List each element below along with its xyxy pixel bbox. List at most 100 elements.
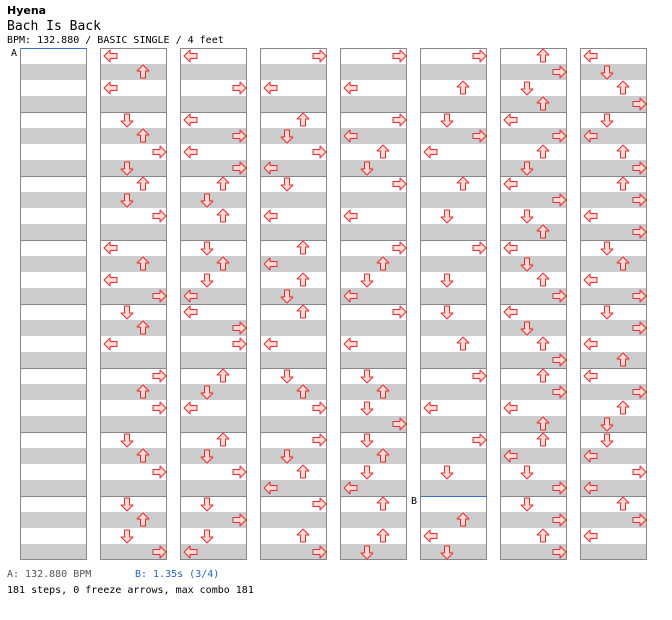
down-arrow-icon: [600, 113, 614, 128]
beat-stripe: [501, 64, 566, 80]
measure-line: [181, 304, 246, 305]
measure-line: [581, 432, 646, 433]
beat-stripe: [501, 96, 566, 112]
beat-stripe: [501, 480, 566, 496]
bpm-legend: A: 132.880 BPM: [7, 569, 92, 580]
beat-stripe: [101, 416, 166, 432]
beat-stripe: [421, 448, 486, 464]
beat-stripe: [101, 384, 166, 400]
beat-stripe: [581, 256, 646, 272]
left-arrow-icon: [343, 209, 358, 223]
beat-stripe: [21, 160, 86, 176]
measure-line: [101, 176, 166, 177]
measure-line: [181, 368, 246, 369]
beat-stripe: [341, 256, 406, 272]
beat-stripe: [421, 96, 486, 112]
beat-stripe: [21, 352, 86, 368]
left-arrow-icon: [343, 337, 358, 351]
beat-stripe: [181, 224, 246, 240]
beat-stripe: [581, 96, 646, 112]
measure-line: [261, 432, 326, 433]
down-arrow-icon: [280, 449, 294, 464]
measure-line: [581, 496, 646, 497]
beat-stripe: [261, 128, 326, 144]
right-arrow-icon: [232, 465, 247, 479]
down-arrow-icon: [280, 369, 294, 384]
up-arrow-icon: [616, 256, 630, 271]
up-arrow-icon: [536, 368, 550, 383]
down-arrow-icon: [200, 385, 214, 400]
beat-stripe: [101, 352, 166, 368]
up-arrow-icon: [376, 448, 390, 463]
right-arrow-icon: [552, 193, 567, 207]
beat-stripe: [101, 224, 166, 240]
measure-line: [261, 48, 326, 49]
up-arrow-icon: [296, 464, 310, 479]
beat-stripe: [341, 224, 406, 240]
down-arrow-icon: [200, 241, 214, 256]
up-arrow-icon: [456, 336, 470, 351]
up-arrow-icon: [296, 304, 310, 319]
down-arrow-icon: [120, 433, 134, 448]
measure-line: [501, 368, 566, 369]
left-arrow-icon: [583, 529, 598, 543]
left-arrow-icon: [583, 209, 598, 223]
beat-stripe: [341, 480, 406, 496]
right-arrow-icon: [312, 401, 327, 415]
right-arrow-icon: [232, 513, 247, 527]
left-arrow-icon: [343, 129, 358, 143]
beat-stripe: [501, 384, 566, 400]
down-arrow-icon: [520, 257, 534, 272]
beat-stripe: [421, 416, 486, 432]
chart-column: [100, 48, 167, 560]
beat-stripe: [341, 544, 406, 560]
measure-line: [21, 112, 86, 113]
left-arrow-icon: [103, 337, 118, 351]
measure-line: [101, 432, 166, 433]
right-arrow-icon: [632, 193, 647, 207]
up-arrow-icon: [296, 528, 310, 543]
down-arrow-icon: [440, 113, 454, 128]
down-arrow-icon: [440, 209, 454, 224]
beat-stripe: [341, 448, 406, 464]
chart-stats: 181 steps, 0 freeze arrows, max combo 18…: [7, 585, 254, 596]
up-arrow-icon: [216, 176, 230, 191]
up-arrow-icon: [136, 128, 150, 143]
down-arrow-icon: [520, 321, 534, 336]
left-arrow-icon: [343, 81, 358, 95]
measure-line: [181, 432, 246, 433]
up-arrow-icon: [136, 448, 150, 463]
down-arrow-icon: [200, 449, 214, 464]
measure-line: [341, 432, 406, 433]
measure-line: [581, 559, 646, 560]
right-arrow-icon: [392, 113, 407, 127]
left-arrow-icon: [263, 257, 278, 271]
down-arrow-icon: [520, 465, 534, 480]
right-arrow-icon: [232, 161, 247, 175]
beat-stripe: [181, 352, 246, 368]
down-arrow-icon: [600, 417, 614, 432]
beat-stripe: [341, 416, 406, 432]
measure-line: [501, 432, 566, 433]
down-arrow-icon: [440, 305, 454, 320]
up-arrow-icon: [296, 112, 310, 127]
measure-line: [261, 240, 326, 241]
beat-stripe: [341, 96, 406, 112]
left-arrow-icon: [183, 401, 198, 415]
down-arrow-icon: [280, 129, 294, 144]
beat-stripe: [21, 128, 86, 144]
beat-stripe: [181, 288, 246, 304]
left-arrow-icon: [583, 49, 598, 63]
beat-stripe: [181, 384, 246, 400]
measure-line: [341, 559, 406, 560]
up-arrow-icon: [536, 528, 550, 543]
right-arrow-icon: [312, 545, 327, 559]
up-arrow-icon: [616, 400, 630, 415]
left-arrow-icon: [263, 209, 278, 223]
measure-line: [261, 559, 326, 560]
right-arrow-icon: [552, 513, 567, 527]
up-arrow-icon: [216, 256, 230, 271]
beat-stripe: [21, 256, 86, 272]
beat-stripe: [501, 256, 566, 272]
measure-line: [21, 368, 86, 369]
